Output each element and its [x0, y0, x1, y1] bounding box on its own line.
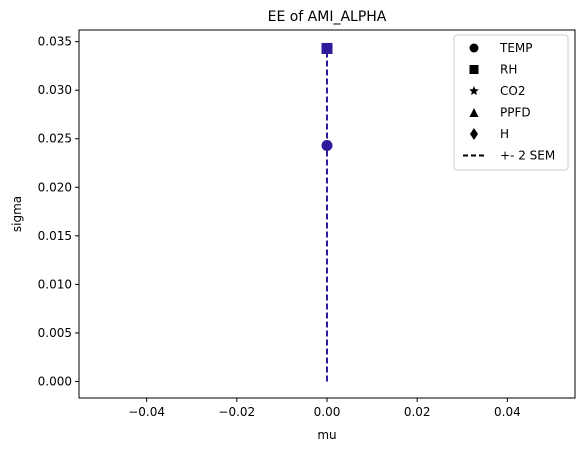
legend-label: H [500, 127, 509, 141]
legend-marker-square [469, 65, 479, 74]
x-tick-label: 0.04 [494, 405, 521, 419]
y-tick-label: 0.030 [38, 83, 72, 97]
x-axis-ticks: −0.04 −0.02 0.00 0.02 0.04 [128, 398, 521, 419]
legend-label: RH [500, 63, 517, 77]
legend-label: +- 2 SEM [500, 149, 555, 163]
x-tick-label: −0.02 [218, 405, 255, 419]
point-temp [321, 140, 333, 152]
x-tick-label: −0.04 [128, 405, 165, 419]
y-axis-label: sigma [10, 196, 24, 232]
chart-title: EE of AMI_ALPHA [268, 9, 387, 25]
legend: TEMP RH CO2 PPFD H +- 2 SEM [453, 34, 569, 171]
legend-label: TEMP [499, 41, 533, 55]
x-tick-label: 0.00 [314, 405, 341, 419]
y-tick-label: 0.005 [38, 326, 72, 340]
legend-marker-diamond [470, 128, 478, 140]
y-tick-label: 0.025 [38, 132, 72, 146]
legend-marker-triangle [469, 108, 479, 117]
y-tick-label: 0.010 [38, 277, 72, 291]
x-tick-label: 0.02 [404, 405, 431, 419]
point-rh [321, 42, 333, 54]
y-axis-ticks: 0.000 0.005 0.010 0.015 0.020 0.025 0.030 0.035 [38, 35, 79, 388]
y-tick-label: 0.020 [38, 180, 72, 194]
legend-marker-star [469, 86, 479, 96]
x-axis-label: mu [317, 428, 336, 442]
legend-label: PPFD [500, 106, 531, 120]
y-tick-label: 0.035 [38, 35, 72, 49]
y-tick-label: 0.015 [38, 229, 72, 243]
y-tick-label: 0.000 [38, 374, 72, 388]
legend-label: CO2 [500, 84, 525, 98]
legend-box [453, 34, 569, 171]
legend-marker-circle [469, 43, 479, 53]
